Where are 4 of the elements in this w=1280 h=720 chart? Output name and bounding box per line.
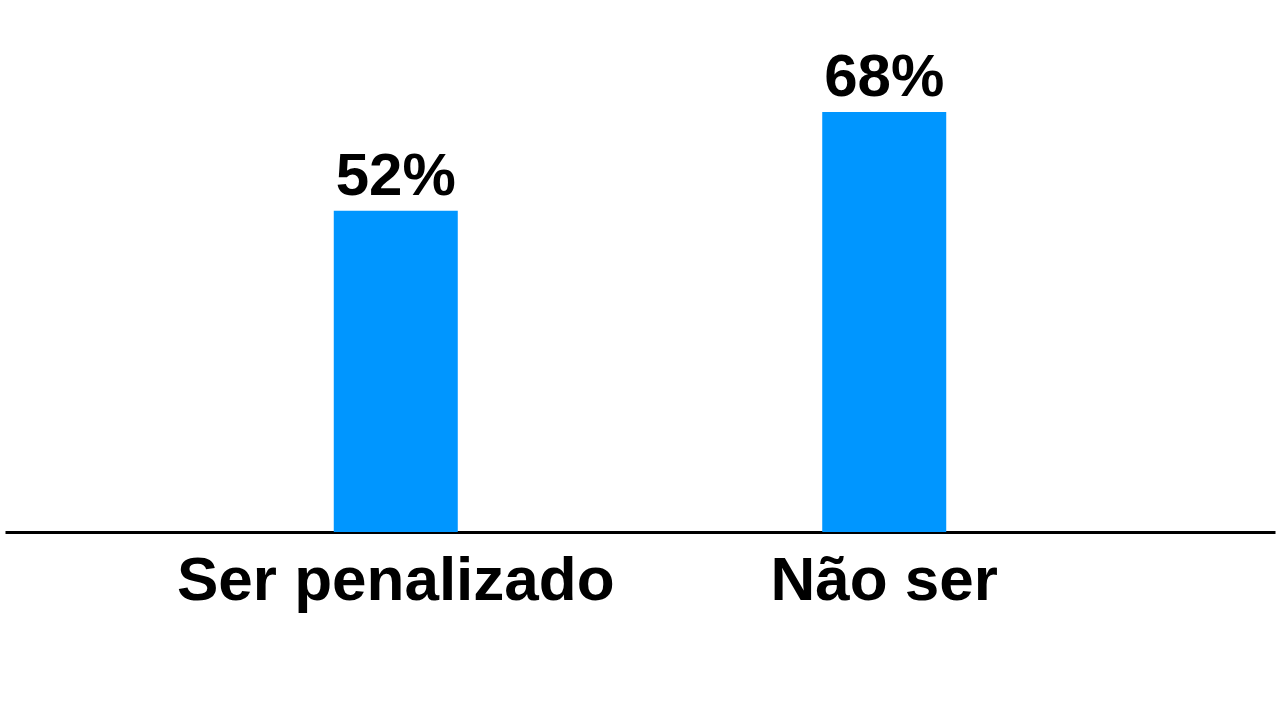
data-label: 52% [335,140,456,208]
x-tick-label: Ser penalizado [176,543,615,613]
x-tick-label: Não ser [770,543,998,613]
data-label: 68% [824,42,945,109]
